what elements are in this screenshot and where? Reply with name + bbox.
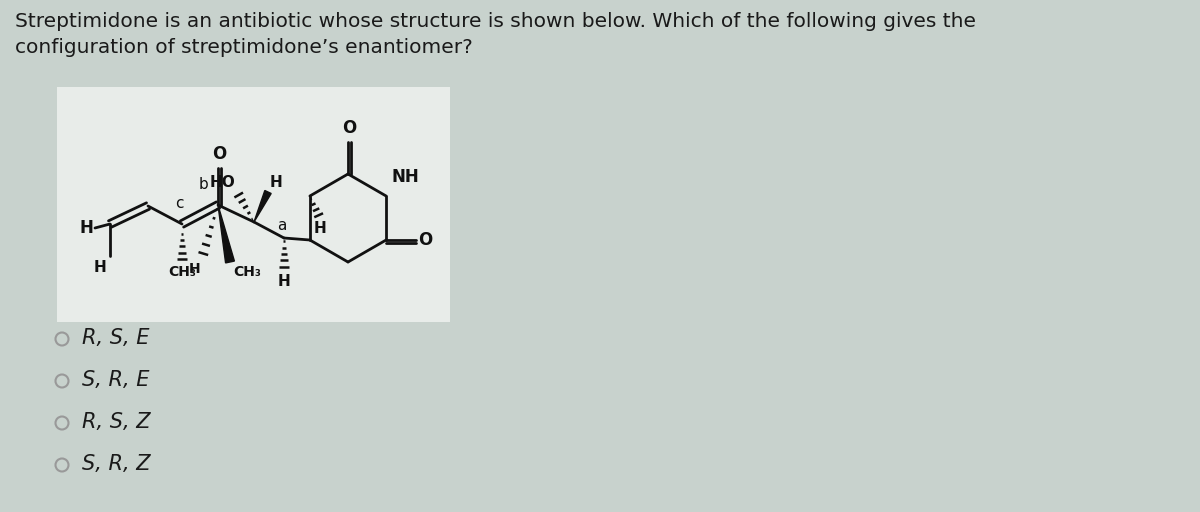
Text: H: H bbox=[313, 221, 326, 236]
Text: CH₃: CH₃ bbox=[233, 265, 260, 279]
Text: a: a bbox=[277, 219, 287, 233]
Text: H: H bbox=[270, 175, 283, 190]
Text: S, R, Z: S, R, Z bbox=[82, 454, 150, 474]
Text: HO: HO bbox=[209, 175, 235, 190]
Text: S, R, E: S, R, E bbox=[82, 370, 150, 390]
Text: configuration of streptimidone’s enantiomer?: configuration of streptimidone’s enantio… bbox=[14, 38, 473, 57]
Text: R, S, Z: R, S, Z bbox=[82, 412, 150, 432]
Text: NH: NH bbox=[391, 168, 419, 186]
Polygon shape bbox=[254, 190, 271, 222]
Bar bbox=[58, 87, 450, 322]
Text: H: H bbox=[277, 274, 290, 289]
Text: H: H bbox=[94, 260, 106, 275]
Text: CH₃: CH₃ bbox=[168, 265, 196, 279]
Text: O: O bbox=[418, 231, 432, 249]
Text: R, S, E: R, S, E bbox=[82, 328, 150, 348]
Polygon shape bbox=[218, 205, 234, 263]
Text: H: H bbox=[79, 219, 94, 237]
Text: Streptimidone is an antibiotic whose structure is shown below. Which of the foll: Streptimidone is an antibiotic whose str… bbox=[14, 12, 976, 31]
Text: b: b bbox=[198, 177, 208, 192]
Text: H: H bbox=[188, 262, 200, 276]
Text: O: O bbox=[342, 119, 356, 137]
Text: O: O bbox=[212, 145, 226, 163]
Text: c: c bbox=[175, 196, 184, 211]
